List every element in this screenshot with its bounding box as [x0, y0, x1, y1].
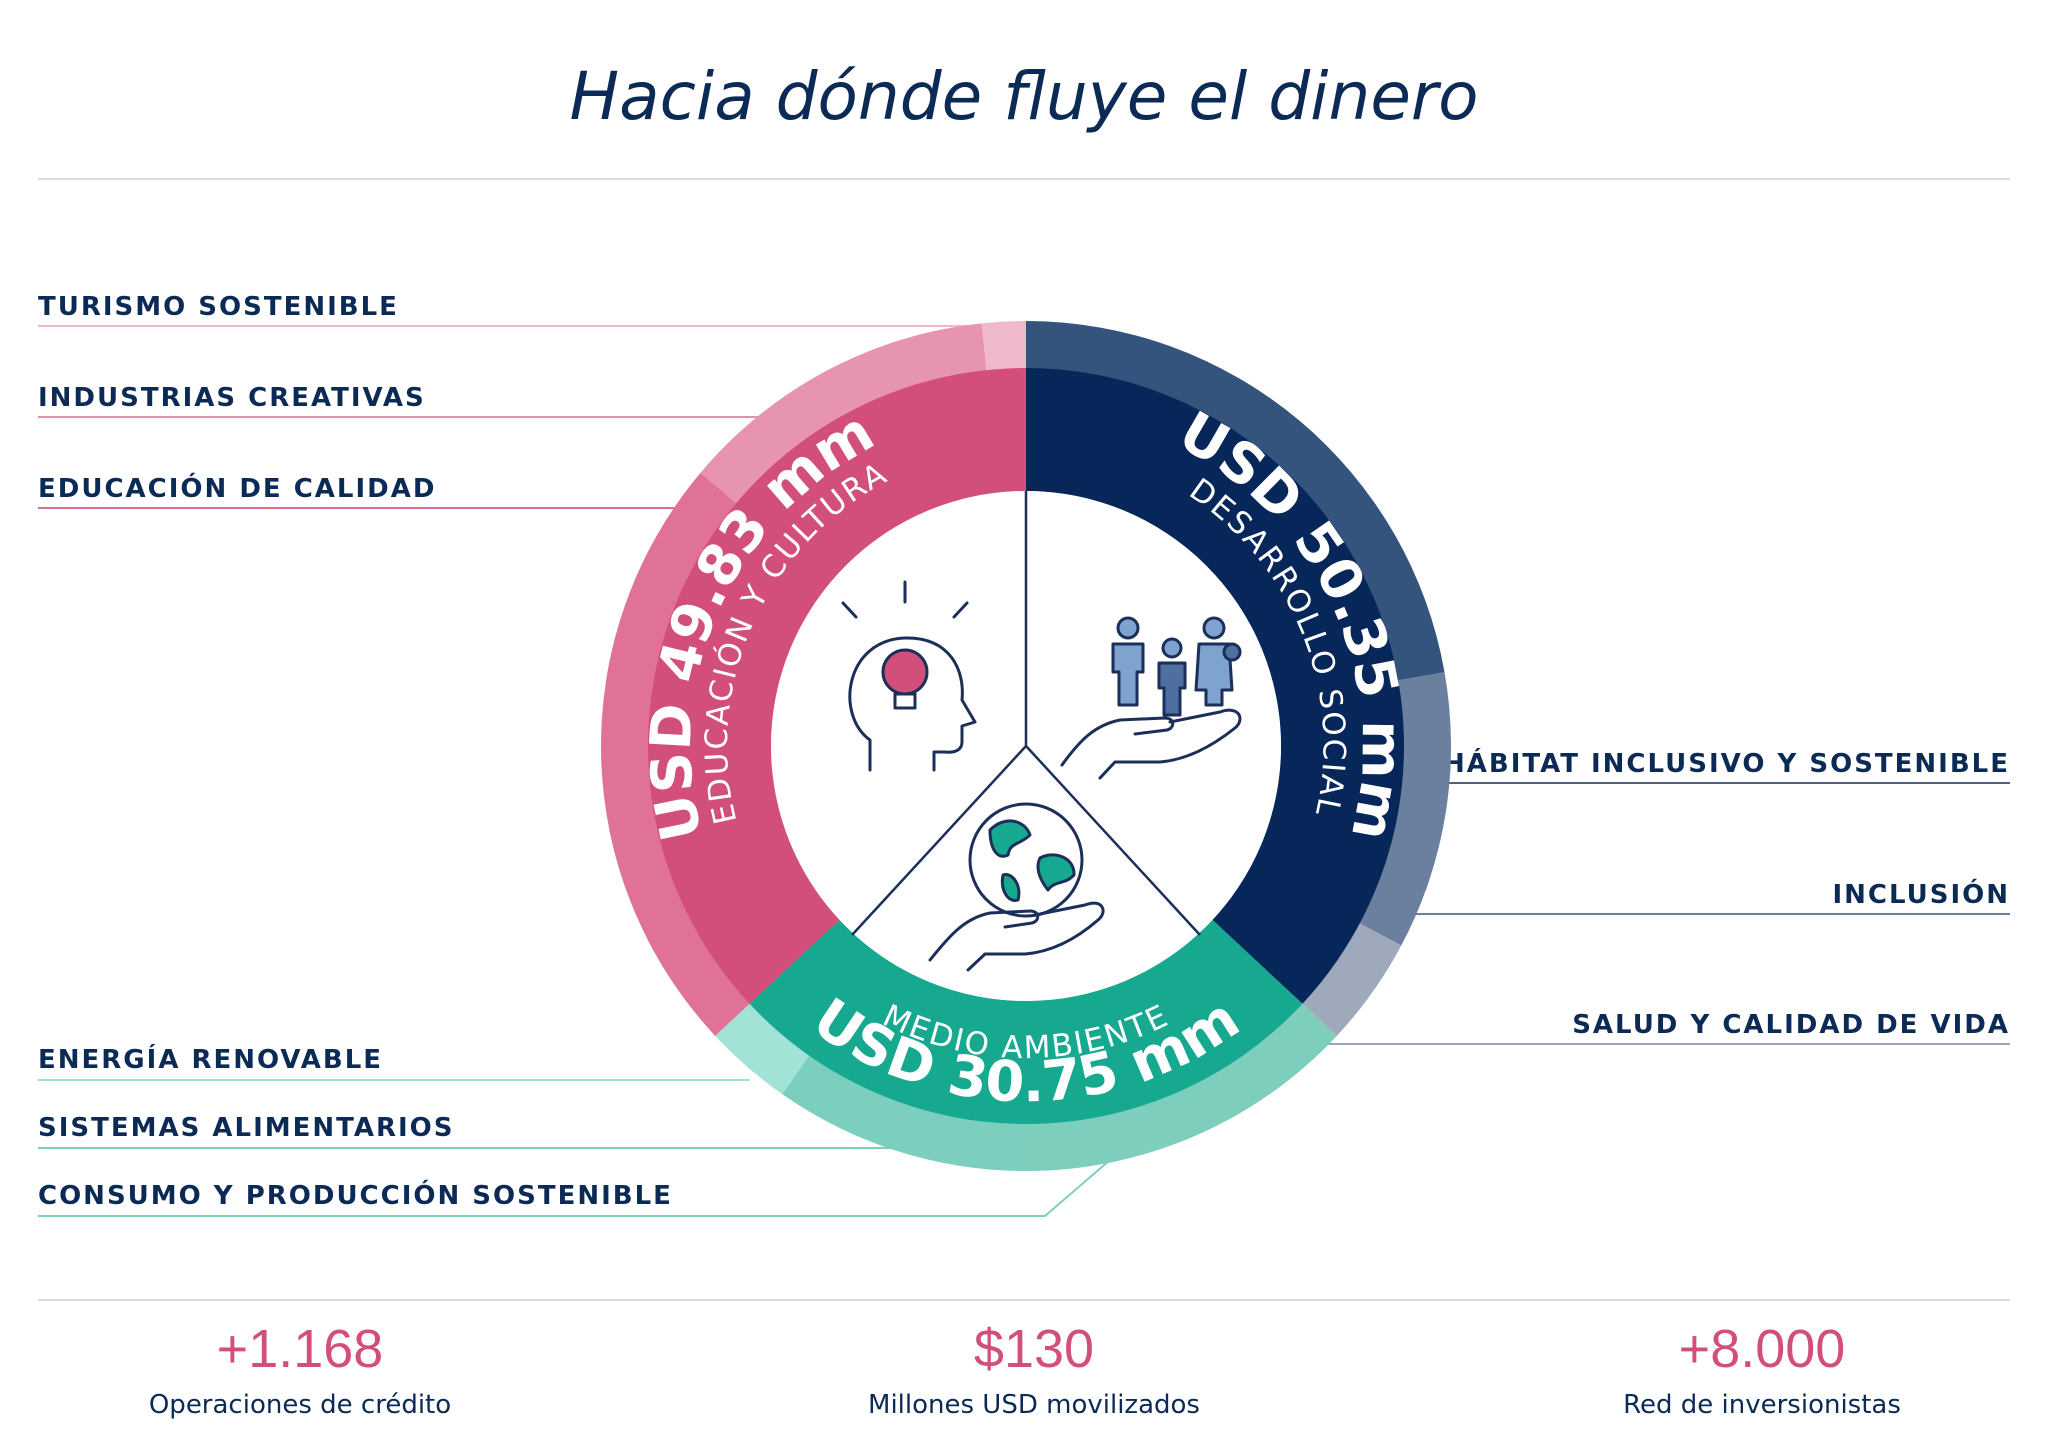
label-salud: SALUD Y CALIDAD DE VIDA — [1572, 1010, 2010, 1040]
family-in-hand-icon — [1060, 616, 1242, 780]
label-turismo: TURISMO SOSTENIBLE — [38, 292, 399, 322]
stat-millones: $130 Millones USD movilizados — [734, 1318, 1334, 1420]
stat-inversionistas-label: Red de inversionistas — [1623, 1390, 1901, 1420]
label-inclusion: INCLUSIÓN — [1832, 880, 2010, 910]
section-dividers — [851, 491, 1201, 936]
page-title: Hacia dónde fluye el dinero — [569, 58, 1479, 135]
connector-lines — [38, 325, 2010, 1217]
slice-educacion-cultura — [648, 368, 1026, 1004]
stat-operaciones: +1.168 Operaciones de crédito — [0, 1318, 600, 1420]
top-divider — [38, 178, 2010, 180]
stat-operaciones-value: +1.168 — [216, 1319, 384, 1379]
stat-millones-value: $130 — [973, 1319, 1095, 1379]
label-sistemas: SISTEMAS ALIMENTARIOS — [38, 1113, 455, 1143]
stat-millones-label: Millones USD movilizados — [868, 1390, 1200, 1420]
bottom-divider — [38, 1299, 2010, 1301]
label-habitat: HÁBITAT INCLUSIVO Y SOSTENIBLE — [1443, 749, 2010, 779]
stat-inversionistas-value: +8.000 — [1678, 1319, 1846, 1379]
stat-inversionistas: +8.000 Red de inversionistas — [1462, 1318, 2048, 1420]
stat-operaciones-label: Operaciones de crédito — [148, 1390, 452, 1420]
label-energia: ENERGÍA RENOVABLE — [38, 1045, 384, 1075]
slice-desarrollo-social — [1026, 368, 1404, 1004]
lightbulb-head-icon — [841, 580, 977, 772]
globe-in-hand-icon — [928, 802, 1105, 972]
slice-medio-ambiente — [749, 919, 1303, 1124]
label-educacion: EDUCACIÓN DE CALIDAD — [38, 474, 437, 504]
inner-ring — [648, 368, 1404, 1124]
label-consumo: CONSUMO Y PRODUCCIÓN SOSTENIBLE — [38, 1181, 673, 1211]
label-industrias: INDUSTRIAS CREATIVAS — [38, 383, 426, 413]
